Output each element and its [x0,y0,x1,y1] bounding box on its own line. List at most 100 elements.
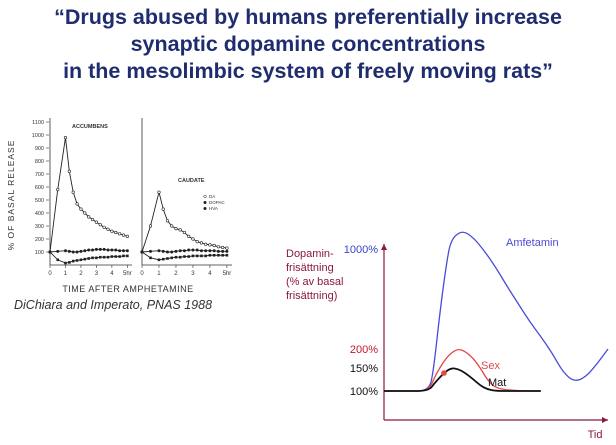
caudate-xtick-label: 5hr [223,271,232,277]
accumbens-point [114,230,118,235]
caudate-point [178,249,182,253]
x-axis-arrow [602,417,608,423]
accumbens-point [83,257,87,261]
accumbens-ytick-label: 800 [35,159,44,165]
caudate-point [225,249,229,253]
caudate-point [200,254,203,258]
accumbens-point [71,190,75,194]
caudate-point [165,219,170,223]
caudate-point [140,250,144,254]
accumbens-point [79,249,83,253]
accumbens-xtick-label: 0 [48,271,52,277]
accumbens-point [114,248,118,252]
accumbens-point [94,247,98,251]
accumbens-point [121,233,126,237]
caudate-xtick-label: 4 [208,271,212,277]
accumbens-ytick-label: 100 [35,250,44,256]
x-axis-label: Tid [588,429,603,441]
series-sex-line [384,348,541,392]
caudate-point [187,234,191,238]
caudate-point [187,255,190,258]
accumbens-point [110,229,114,233]
slide-title: “Drugs abused by humans preferentially i… [0,4,616,85]
accumbens-point [118,255,121,258]
accumbens-ytick-label: 1100 [32,120,44,126]
accumbens-point [67,169,71,174]
accumbens-ytick-label: 400 [35,211,44,217]
caudate-point [208,249,212,253]
caudate-point [174,255,178,259]
accumbens-title: ACCUMBENS [72,124,108,130]
accumbens-point [79,207,83,211]
caudate-point [199,241,204,245]
accumbens-point [91,248,95,252]
accumbens-point [94,220,99,224]
caudate-point [195,248,199,252]
accumbens-point [125,234,129,238]
accumbens-point [75,259,79,262]
accumbens-point [102,255,106,259]
caudate-legend-marker [203,206,207,211]
accumbens-point [91,256,94,260]
series-amfetamin-line [384,231,609,392]
caudate-point [221,245,225,250]
caudate-point [208,253,212,257]
caudate-point [212,249,216,253]
accumbens-point [68,261,71,264]
caudate-point [195,240,199,244]
accumbens-panel: 0 1 2 3 4 5hr ACCUMBENS [48,118,132,277]
series-label-amfetamin: Amfetamin [506,237,559,249]
caudate-point [191,237,195,241]
accumbens-point [121,249,125,253]
caudate-point [221,249,225,253]
accumbens-point [56,249,60,253]
accumbens-point [87,257,90,260]
accumbens-point [67,249,71,253]
caudate-legend-label: DA [209,194,215,199]
accumbens-point [98,255,102,259]
caudate-legend-label: DOPAC [209,200,225,205]
accumbens-xtick-label: 1 [64,271,68,277]
caudate-point [157,249,161,253]
title-line-3: in the mesolimbic system of freely movin… [63,59,553,83]
accumbens-point [75,202,79,206]
caudate-point [182,249,186,253]
accumbens-ylabel: % OF BASAL RELEASE [6,140,16,251]
accumbens-xtick-label: 3 [95,271,99,277]
caudate-point [208,243,212,247]
caudate-point [225,246,229,250]
accumbens-ytick-label: 500 [35,198,44,204]
accumbens-point [56,258,60,262]
accumbens-point [90,217,95,222]
series-label-mat: Mat [488,377,506,389]
citation: DiChiara and Imperato, PNAS 1988 [14,298,213,312]
accumbens-point [63,136,68,140]
caudate-point [170,224,174,228]
y-tick-label: 100% [350,386,378,398]
caudate-xtick-label: 0 [140,271,144,277]
y-tick-label: 1000% [344,244,378,256]
caudate-point [212,253,216,257]
caudate-point [157,258,161,262]
accumbens-point [102,247,106,251]
accumbens-ytick-label: 300 [35,224,44,230]
caudate-point [216,245,221,249]
caudate-point [212,243,216,248]
caudate-point [199,249,203,253]
caudate-point [191,248,195,252]
caudate-point [178,255,182,259]
caudate-point [187,248,191,252]
accumbens-point [71,250,75,254]
accumbens-point [106,227,110,231]
caudate-point [204,242,208,246]
caudate-point [183,255,186,258]
accumbens-point [102,225,106,229]
accumbens-ytick-label: 1000 [32,133,44,139]
y-axis-label-line: (% av basal [286,276,343,288]
y-tick-label: 150% [350,363,378,375]
accumbens-point [98,223,102,227]
accumbens-point [122,254,125,258]
accumbens-point [48,250,52,254]
caudate-point [221,253,224,257]
caudate-title: CAUDATE [178,178,205,184]
